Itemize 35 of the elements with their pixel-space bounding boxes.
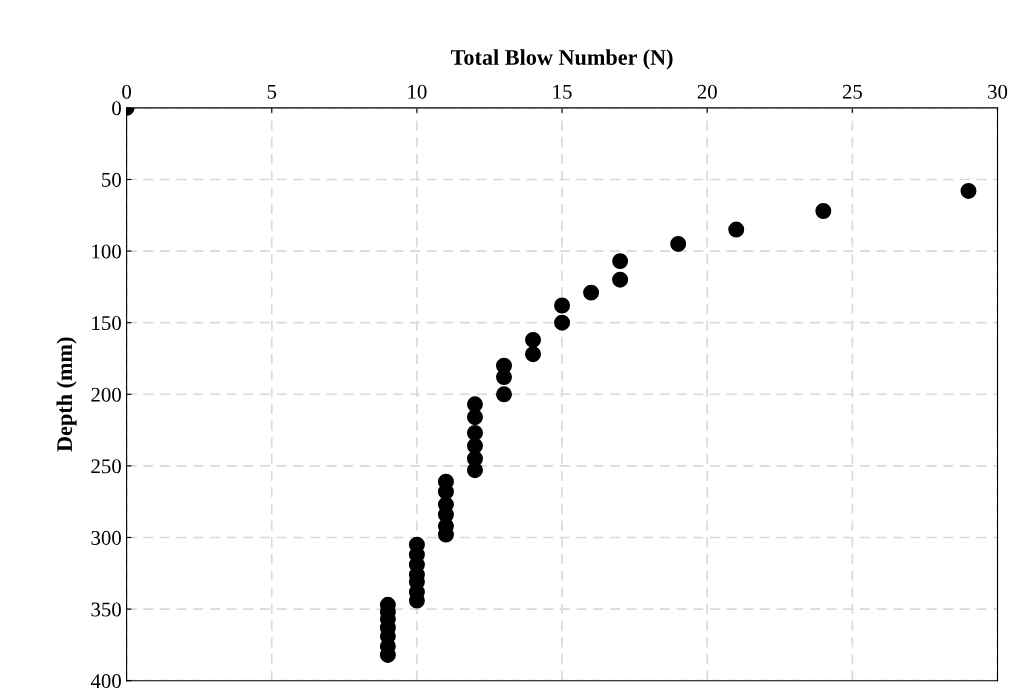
y-tick-label: 100 bbox=[92, 244, 121, 259]
y-tick-label: 400 bbox=[90, 674, 121, 689]
y-tick-label: 350 bbox=[91, 602, 121, 617]
x-tick-label: 0 bbox=[122, 84, 132, 99]
point bbox=[554, 297, 571, 314]
point bbox=[466, 424, 483, 441]
point bbox=[525, 331, 542, 348]
y-axis-title: Depth (mm) bbox=[56, 337, 77, 452]
point bbox=[496, 369, 512, 386]
point bbox=[496, 386, 512, 403]
x-tick-label: 20 bbox=[697, 84, 717, 99]
point bbox=[466, 409, 483, 426]
y-tick-label: 200 bbox=[91, 387, 121, 402]
point bbox=[815, 203, 832, 219]
x-tick-label: 10 bbox=[408, 84, 427, 99]
x-tick-label: 30 bbox=[988, 84, 1008, 99]
point bbox=[728, 221, 745, 238]
x-tick-label: 25 bbox=[842, 84, 862, 99]
point bbox=[525, 346, 542, 363]
y-tick-label: 300 bbox=[91, 530, 121, 545]
y-tick-label: 150 bbox=[92, 316, 121, 331]
x-tick-label: 15 bbox=[553, 84, 572, 99]
point bbox=[960, 182, 977, 199]
y-tick-label: 50 bbox=[102, 172, 121, 187]
point bbox=[612, 271, 629, 288]
point bbox=[554, 314, 571, 331]
point bbox=[583, 284, 600, 301]
point bbox=[466, 437, 483, 454]
point bbox=[612, 253, 629, 270]
point bbox=[670, 235, 687, 252]
y-tick-label: 0 bbox=[112, 101, 121, 116]
x-axis-title: Total Blow Number (N) bbox=[450, 49, 673, 70]
y-tick-label: 250 bbox=[91, 459, 121, 474]
x-tick-label: 5 bbox=[267, 84, 277, 99]
point bbox=[466, 462, 483, 479]
